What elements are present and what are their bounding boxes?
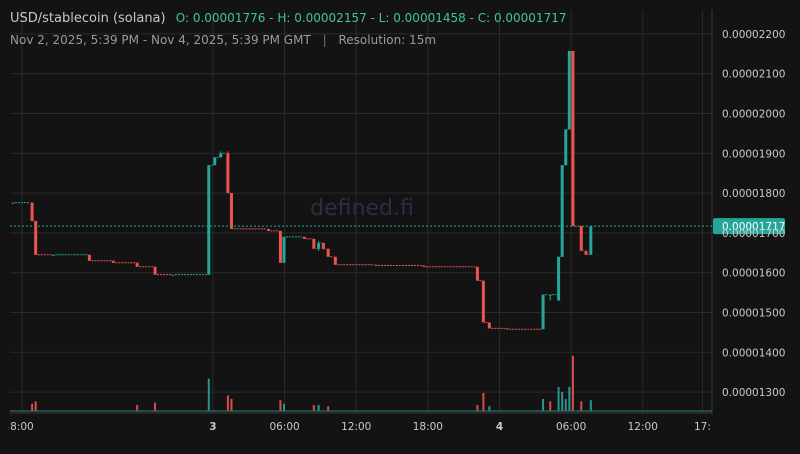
y-tick-label: 0.00001800 [722,188,785,200]
candle-body [541,294,545,330]
volume-bar [317,405,320,411]
volume-bar [226,395,229,411]
date-range: Nov 2, 2025, 5:39 PM - Nov 4, 2025, 5:39… [10,33,311,47]
separator: | [322,33,327,47]
candle-body [422,265,426,267]
volume-bar [476,405,479,411]
candle-body [213,157,217,166]
candle-body [30,202,34,221]
ohlc-values: O: 0.00001776 - H: 0.00002157 - L: 0.000… [175,11,567,25]
volume-bar [482,393,485,411]
chart-legend: USD/stablecoin (solana) O: 0.00001776 - … [10,11,566,26]
volume-bar [230,399,233,411]
last-price-badge [713,218,785,235]
candle-body [567,50,571,130]
x-tick-label: 06:00 [556,421,586,433]
candle-body [111,260,115,263]
candle-body [302,236,306,239]
candle-body [579,226,583,251]
candle-body [560,165,564,257]
candle-body [326,248,330,257]
volume-bar [568,387,571,411]
x-tick-label: 4 [496,421,503,433]
volume-bar [580,401,583,411]
candle-body [557,256,561,301]
candle-body [87,254,91,261]
candle-body [487,322,491,329]
candle-body [333,256,337,265]
candle-body [374,264,378,266]
x-tick-label: 3 [209,421,216,433]
watermark-logo: defined.fi [310,196,414,221]
candle-body [207,165,211,275]
volume-bar [542,399,545,411]
volume-bar [207,378,210,411]
candle-body [171,274,175,276]
candle-body [229,193,233,229]
y-tick-label: 0.00002200 [722,29,785,41]
candle-body [135,262,139,267]
y-tick-label: 0.00001900 [722,148,785,160]
candle-body [11,202,15,204]
volume-bar [282,403,285,411]
volume-bar [488,406,491,411]
volume-bar [34,401,37,411]
candle-body [153,266,157,275]
volume-bar [549,401,552,411]
volume-bar [327,406,330,411]
x-tick-label: 06:00 [269,421,299,433]
candle-body [505,328,509,330]
volume-bar [564,399,567,411]
volume-bar [589,400,592,411]
y-tick-label: 0.00002100 [722,69,785,81]
resolution: Resolution: 15m [338,33,437,47]
last-price-label: 0.00001717 [722,221,785,233]
volume-bar [279,400,282,411]
volume-bar [154,402,157,411]
x-tick-label: 17: [694,421,711,433]
candle-body [589,226,593,255]
x-tick-label: 8:00 [10,421,34,433]
candle-body [548,294,552,296]
volume-bar [31,403,34,411]
candle-body [266,228,270,231]
volume-bar [571,355,574,411]
y-tick-label: 0.00001700 [722,228,785,240]
candle-body [571,50,575,227]
y-tick-label: 0.00001300 [722,387,785,399]
candle-body [52,254,56,256]
x-tick-label: 12:00 [341,421,371,433]
candle-body [564,129,568,166]
candle-body [317,242,321,249]
candle-body [312,238,316,249]
candle-body [219,153,223,158]
candle-body [278,230,282,263]
candle-body [584,250,588,255]
volume-bar [136,405,139,411]
candle-body [321,242,325,249]
x-tick-label: 12:00 [628,421,658,433]
candle-body [475,266,479,281]
x-tick-label: 18:00 [413,421,443,433]
pair-name: USD/stablecoin (solana) [10,11,166,26]
y-tick-label: 0.00002000 [722,108,785,120]
candle-body [226,153,230,194]
volume-bar [561,391,564,411]
y-tick-label: 0.00001400 [722,347,785,359]
volume-bar [557,387,560,411]
candle-body [481,280,485,323]
volume-bar [312,405,315,411]
y-tick-label: 0.00001600 [722,268,785,280]
candle-body [282,236,286,263]
chart-subtitle: Nov 2, 2025, 5:39 PM - Nov 4, 2025, 5:39… [10,33,436,47]
candle-body [34,220,38,255]
y-tick-label: 0.00001500 [722,307,785,319]
